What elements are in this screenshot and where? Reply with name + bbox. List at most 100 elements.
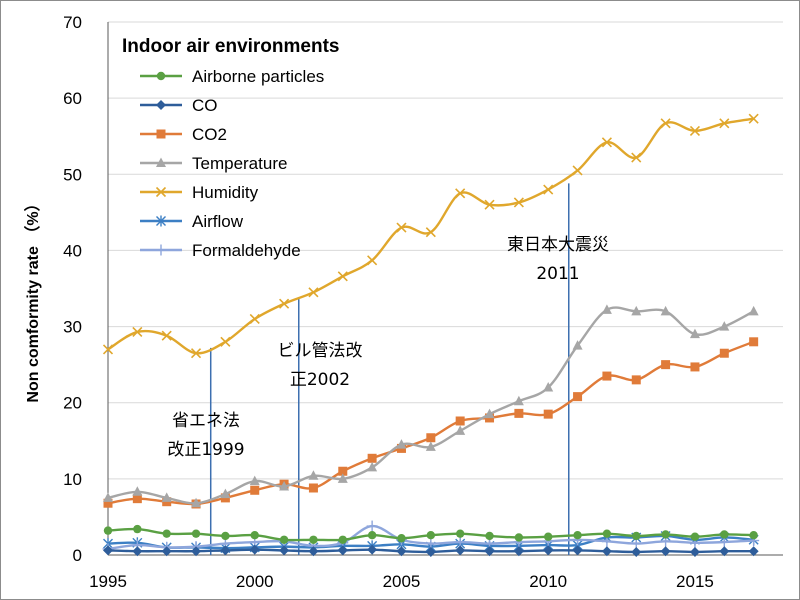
point-humidity	[689, 125, 701, 136]
legend-entry-airflow: Airflow	[140, 212, 244, 231]
legend-marker-humidity-stroke	[155, 186, 167, 198]
point-humidity-stroke	[631, 152, 642, 163]
point-co	[367, 544, 378, 555]
point-airborne-particles	[690, 532, 700, 541]
annotation-text: 省エネ法	[172, 411, 240, 431]
point-temperature	[161, 492, 172, 502]
point-temperature	[689, 328, 700, 339]
point-temperature	[103, 492, 113, 502]
point-humidity	[102, 344, 114, 355]
point-humidity	[367, 255, 378, 266]
point-co2	[367, 453, 377, 463]
y-axis-title: Non comformity rate （%）	[24, 195, 42, 402]
legend-marker-co2	[156, 129, 166, 139]
x-tick-label: 2005	[383, 572, 421, 591]
legend-entry-formaldehyde: Formaldehyde	[140, 241, 301, 260]
point-humidity	[748, 113, 759, 124]
point-humidity	[396, 222, 407, 233]
x-tick-label: 2010	[529, 572, 567, 591]
point-humidity	[132, 326, 143, 337]
point-humidity	[572, 165, 583, 176]
point-temperature	[455, 425, 466, 435]
point-airborne-particles	[573, 531, 582, 540]
point-co2	[749, 337, 759, 347]
point-co	[337, 545, 348, 556]
annotation-text: 改正1999	[167, 440, 244, 460]
legend-label-formaldehyde: Formaldehyde	[192, 241, 301, 260]
point-temperature	[337, 473, 348, 483]
x-tick-label: 2000	[236, 572, 274, 591]
point-airborne-particles	[720, 530, 729, 539]
point-temperature	[249, 475, 260, 486]
grid-lines	[108, 21, 783, 480]
y-tick-label: 70	[63, 13, 82, 32]
point-co	[103, 545, 113, 556]
point-co	[425, 546, 436, 557]
legend-label-airflow: Airflow	[192, 212, 244, 231]
y-tick-label: 50	[63, 165, 82, 184]
point-airborne-particles	[661, 530, 670, 539]
point-co	[220, 545, 231, 556]
legend-entry-humidity: Humidity	[140, 183, 259, 202]
point-airborne-particles	[367, 531, 377, 540]
point-humidity	[631, 152, 642, 163]
point-humidity	[279, 298, 290, 309]
series-co	[103, 544, 759, 557]
point-co2	[631, 375, 641, 385]
point-humidity-stroke	[102, 344, 114, 355]
point-humidity-stroke	[543, 184, 554, 195]
point-humidity	[190, 348, 202, 359]
y-tick-label: 10	[63, 470, 82, 489]
point-humidity-stroke	[220, 336, 231, 347]
point-airborne-particles	[221, 531, 230, 541]
point-co2	[455, 416, 465, 426]
point-co	[572, 545, 583, 556]
axes	[107, 22, 783, 556]
point-humidity-stroke	[337, 271, 348, 282]
point-humidity-stroke	[719, 118, 730, 129]
point-airborne-particles	[602, 529, 612, 538]
point-airborne-particles	[544, 532, 553, 541]
point-humidity-stroke	[748, 113, 759, 124]
point-humidity	[337, 271, 348, 282]
legend-entry-co2: CO2	[140, 125, 227, 144]
point-humidity-stroke	[601, 137, 612, 148]
annotation-text: 東日本大震災	[507, 235, 609, 255]
series-humidity	[102, 113, 759, 359]
legend-entry-temperature: Temperature	[140, 154, 287, 173]
point-formaldehyde	[366, 520, 378, 532]
legend-marker-co	[156, 100, 166, 110]
point-humidity	[249, 313, 260, 325]
point-airborne-particles	[309, 535, 318, 544]
point-co	[719, 546, 730, 557]
y-tick-label: 40	[63, 241, 82, 260]
point-humidity	[220, 336, 231, 347]
legend-label-temperature: Temperature	[192, 154, 287, 173]
point-airborne-particles	[250, 531, 259, 540]
tick-labels: 0 10 20 30 40 50 60 70 1995 2000 2005 2010 2015	[63, 13, 714, 591]
point-co	[631, 546, 642, 557]
point-co	[308, 546, 319, 557]
point-humidity-stroke	[367, 255, 378, 266]
point-co	[660, 546, 671, 557]
point-co2	[338, 466, 348, 476]
point-airborne-particles	[279, 535, 289, 544]
point-humidity-stroke	[689, 125, 701, 136]
point-humidity-stroke	[513, 197, 524, 208]
point-temperature	[425, 441, 436, 451]
point-airborne-particles	[632, 531, 641, 541]
point-humidity	[484, 199, 495, 210]
point-humidity	[308, 287, 319, 298]
point-humidity-stroke	[572, 165, 583, 176]
point-temperature	[719, 321, 730, 331]
point-airborne-particles	[162, 529, 171, 538]
point-co	[601, 546, 612, 557]
point-airborne-particles	[338, 535, 347, 544]
legend-label-co2: CO2	[192, 125, 227, 144]
point-co2	[132, 494, 142, 504]
point-co2	[426, 433, 436, 443]
series-airborne-particles	[103, 524, 758, 544]
point-temperature	[279, 480, 290, 491]
